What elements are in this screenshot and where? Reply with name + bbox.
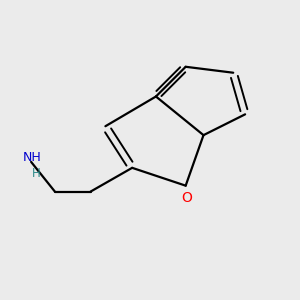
- Text: O: O: [182, 191, 193, 205]
- Text: NH: NH: [23, 151, 42, 164]
- Text: H: H: [32, 167, 40, 180]
